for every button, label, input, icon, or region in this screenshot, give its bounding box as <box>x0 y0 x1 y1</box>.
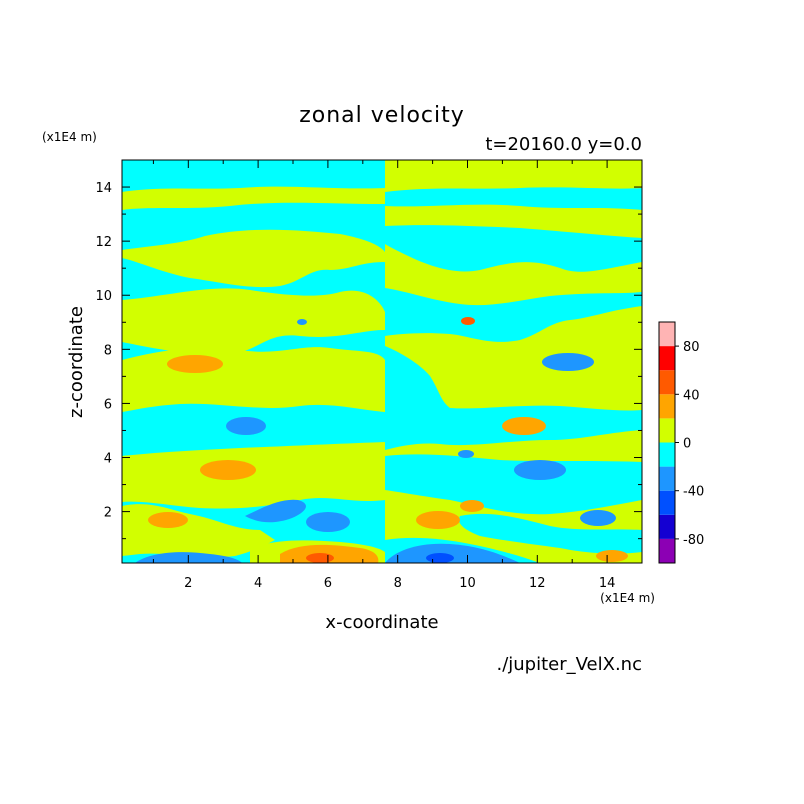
x-tick-label: 14 <box>599 576 616 591</box>
patch-blue-left-4-5 <box>226 417 266 435</box>
patch-blue-right-bottom <box>385 543 520 563</box>
colorbar-tick-label: 80 <box>683 340 700 355</box>
colorbar-swatch <box>659 346 675 371</box>
band-left-8 <box>122 347 385 412</box>
patch-orange-left-7 <box>167 355 223 373</box>
patch-orange-right-5 <box>502 417 546 435</box>
x-tick-label: 4 <box>254 576 262 591</box>
patch-orange-right-2 <box>416 511 460 529</box>
y-axis-label: z-coordinate <box>66 306 87 418</box>
colorbar-tick-label: -80 <box>683 533 704 548</box>
source-label: ./jupiter_VelX.nc <box>496 654 642 675</box>
x-tick-label: 8 <box>394 576 402 591</box>
y-axis: 2 4 6 8 10 12 14 <box>95 159 642 540</box>
y-tick-label: 10 <box>95 289 112 304</box>
band-right-10 <box>385 288 642 342</box>
x-tick-label: 10 <box>459 576 476 591</box>
patch-blue-right-1-5 <box>580 510 616 526</box>
patch-orange-left-1-5 <box>148 512 188 528</box>
colorbar-swatch <box>659 538 675 563</box>
colorbar-tick-label: -40 <box>683 485 704 500</box>
band-right-4 <box>385 454 642 515</box>
chart-subtitle: t=20160.0 y=0.0 <box>485 134 642 155</box>
y-unit-label: (x1E4 m) <box>42 130 97 144</box>
colorbar-swatch <box>659 418 675 443</box>
colorbar-swatch <box>659 490 675 515</box>
chart-title: zonal velocity <box>299 103 465 128</box>
band-right-12 <box>385 225 642 272</box>
colorbar-swatch <box>659 514 675 539</box>
colorbar-tick-label: 40 <box>683 388 700 403</box>
patch-orange-right-9 <box>461 317 475 325</box>
colorbar-tick-label: 0 <box>683 437 691 452</box>
patch-blue-right-7 <box>542 353 594 371</box>
y-tick-label: 12 <box>95 235 112 250</box>
band-left-12 <box>122 229 385 288</box>
x-tick-label: 12 <box>529 576 546 591</box>
plot-frame <box>121 159 643 564</box>
x-axis-label: x-coordinate <box>325 612 438 633</box>
x-axis: 2 4 6 8 10 12 14 <box>152 160 643 591</box>
x-tick-label: 6 <box>324 576 332 591</box>
colorbar: 80 40 0 -40 -80 <box>658 321 704 564</box>
y-tick-label: 14 <box>95 181 112 196</box>
patch-orange-left-bottom <box>280 544 379 563</box>
band-right-2 <box>459 513 642 554</box>
colorbar-swatch <box>659 322 675 347</box>
patch-red-left-bottom <box>306 553 334 563</box>
band-right-6 <box>385 346 642 450</box>
colorbar-swatch <box>659 442 675 467</box>
patch-orange-right-bottom <box>596 550 628 562</box>
patch-darkblue-right-bottom <box>426 553 454 563</box>
x-unit-label: (x1E4 m) <box>600 591 655 605</box>
patch-blue-right-4 <box>458 450 474 458</box>
patch-blue-right-3-5 <box>514 460 566 480</box>
colorbar-swatch <box>659 394 675 419</box>
patch-blue-left-1 <box>306 512 350 532</box>
contour-field <box>122 160 642 563</box>
patch-blue-left-2 <box>245 499 306 523</box>
y-tick-label: 6 <box>104 397 112 412</box>
band-left-5 <box>122 442 385 509</box>
band-left-top <box>122 186 385 210</box>
patch-orange-left-3-5 <box>200 460 256 480</box>
y-tick-label: 2 <box>104 506 112 521</box>
colorbar-swatch <box>659 466 675 491</box>
band-left-10 <box>122 288 385 355</box>
x-tick-label: 2 <box>184 576 192 591</box>
patch-orange-right-2b <box>460 500 484 512</box>
colorbar-swatch <box>659 370 675 395</box>
patch-blue-left-9 <box>297 319 307 325</box>
y-tick-label: 8 <box>104 343 112 358</box>
band-right-top <box>385 187 642 210</box>
y-tick-label: 4 <box>104 452 112 467</box>
